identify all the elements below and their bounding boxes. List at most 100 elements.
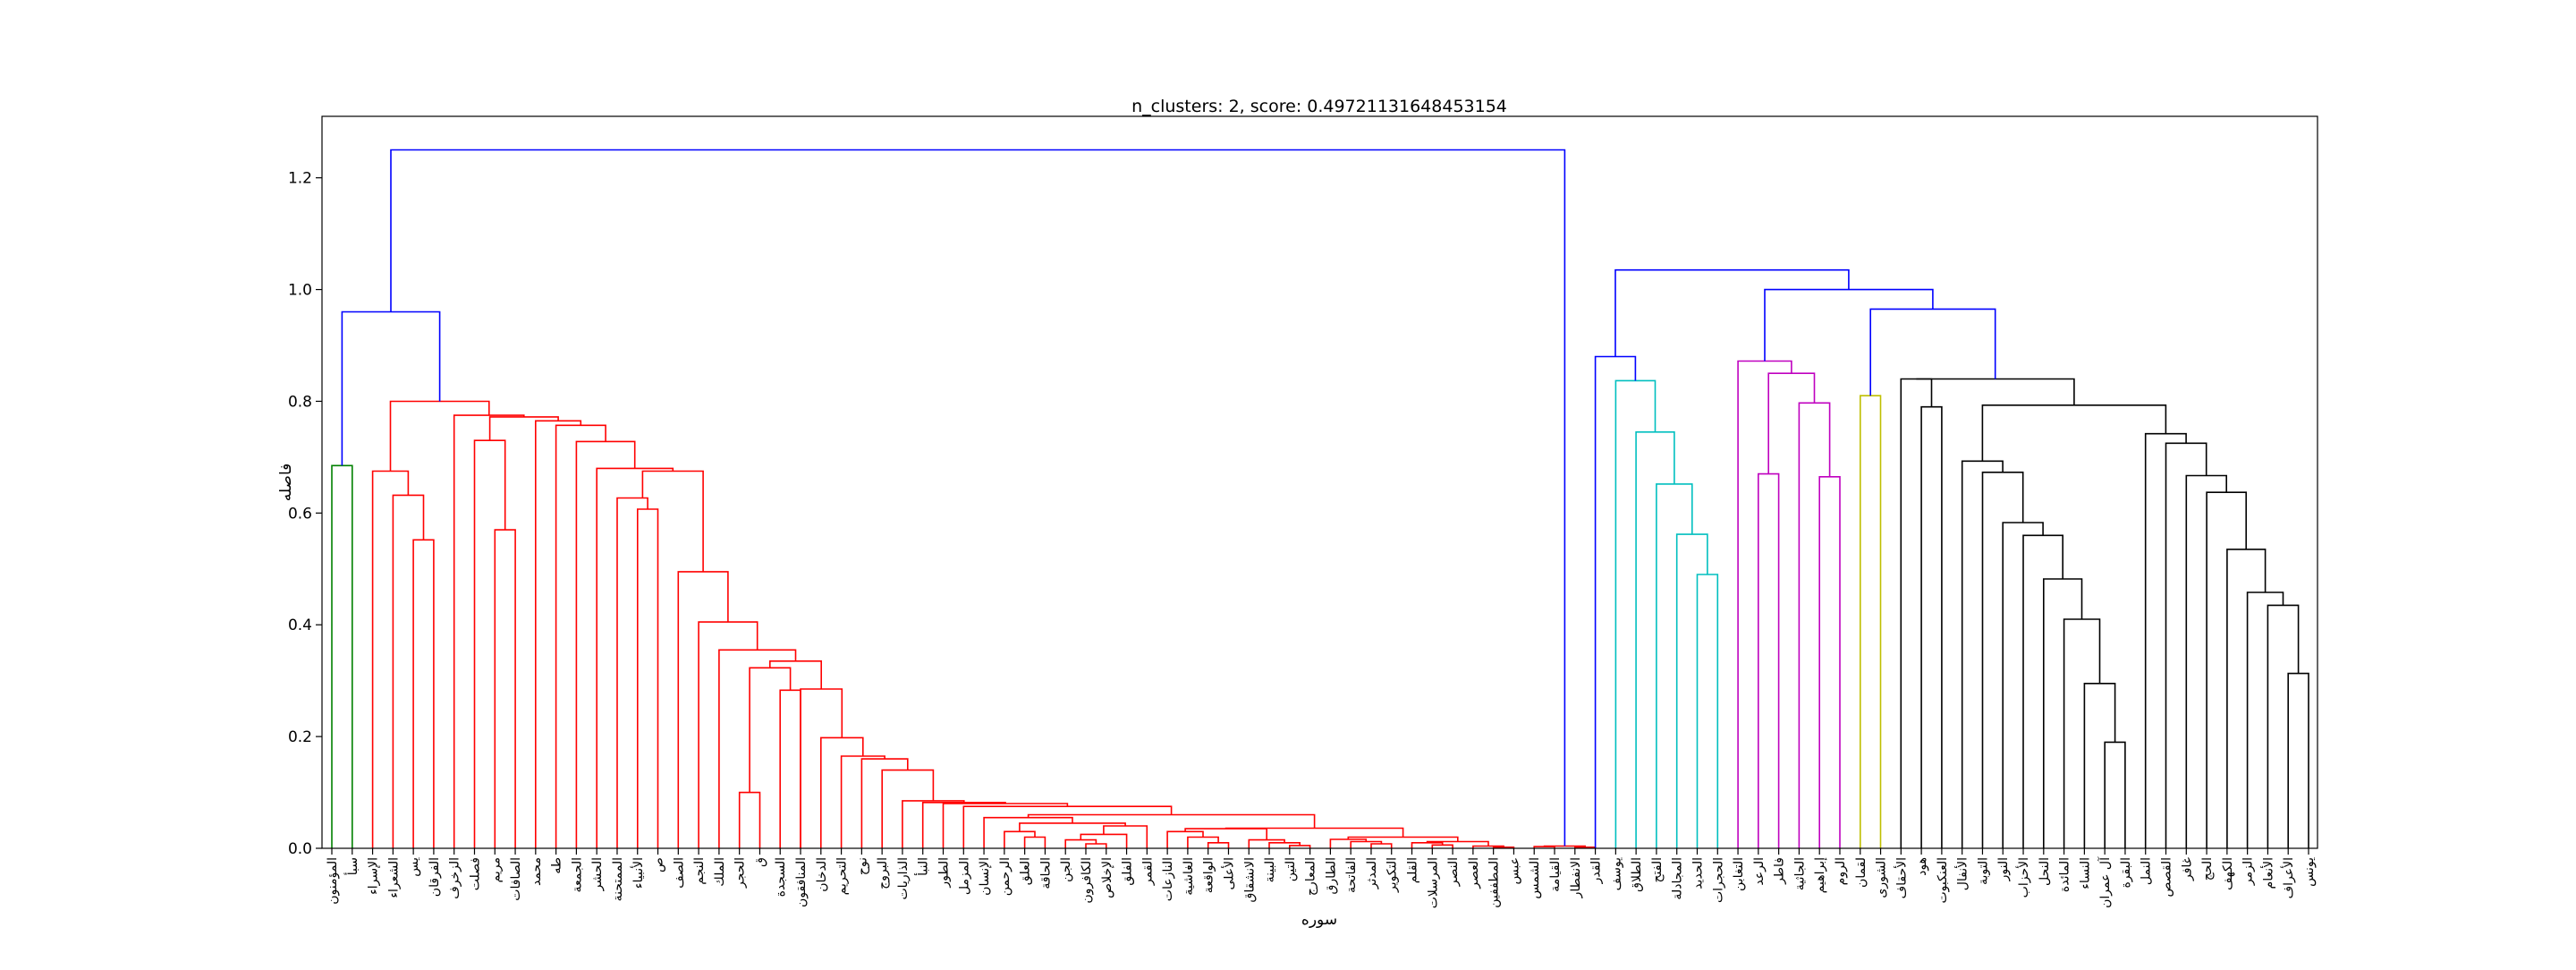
leaf-label: مريم — [488, 857, 503, 882]
dendrogram-link-93 — [1900, 378, 1933, 848]
dendrogram-link-6 — [616, 497, 648, 848]
leaf-label: الصافات — [509, 857, 523, 901]
leaf-label: الأنبياء — [630, 857, 646, 889]
dendrogram-link-51 — [575, 440, 636, 848]
leaf-label: لقمان — [1854, 857, 1868, 888]
leaf-label: الفتح — [1650, 857, 1665, 883]
leaf-label: المدثر — [1365, 857, 1379, 889]
dendrogram-link-8 — [779, 689, 801, 848]
leaf-label: التغابن — [1732, 857, 1746, 891]
leaf-label: الحج — [2200, 857, 2215, 881]
dendrogram-link-72 — [1767, 372, 1816, 474]
leaf-label: آل عمران — [2097, 856, 2113, 908]
leaf-label: التكوير — [1385, 857, 1400, 893]
leaf-label: النساء — [2078, 857, 2092, 889]
dendrogram-link-64 — [1675, 533, 1708, 848]
leaf-label: الروم — [1834, 857, 1848, 885]
dendrogram-link-23 — [1248, 838, 1285, 848]
leaf-label: الممتحنة — [611, 857, 625, 901]
leaf-label: الجاثية — [1792, 857, 1807, 890]
dendrogram-link-94 — [1916, 378, 2075, 405]
dendrogram-link-1 — [412, 539, 435, 848]
leaf-label: التوبة — [1977, 857, 1991, 885]
leaf-label: الأحقاف — [1893, 857, 1909, 898]
y-tick-label: 0.0 — [288, 840, 312, 858]
leaf-label: الصف — [672, 857, 686, 889]
dendrogram-link-95 — [1869, 308, 1996, 396]
leaf-label: القدر — [1589, 857, 1604, 884]
leaf-label: المعارج — [1304, 857, 1318, 896]
dendrogram-link-20 — [1166, 830, 1204, 848]
leaf-label: نوح — [855, 857, 869, 875]
leaf-label: الإخلاص — [1100, 857, 1114, 898]
dendrogram-link-52 — [555, 424, 606, 848]
dendrogram-link-12 — [1085, 843, 1107, 848]
leaf-label: التين — [1284, 857, 1298, 881]
dendrogram-link-50 — [596, 467, 674, 848]
leaf-label: القمر — [1140, 857, 1155, 886]
dendrogram-link-45 — [768, 659, 823, 689]
dendrogram-link-34 — [1224, 827, 1404, 838]
dendrogram-link-74 — [1860, 395, 1882, 848]
y-tick-label: 1.0 — [288, 282, 312, 300]
dendrogram-link-73 — [1737, 360, 1792, 848]
dendrogram-link-71 — [1798, 402, 1831, 848]
dendrogram-link-92 — [1920, 405, 1943, 848]
dendrogram-link-15 — [1103, 825, 1148, 848]
x-axis: المؤمنون سبأ الإسراء الشعراء يس الفرقان الزخرف… — [326, 848, 2317, 908]
leaf-label: البروج — [876, 857, 890, 889]
leaf-label: ص — [652, 857, 666, 872]
leaf-label: فصلت — [469, 857, 483, 890]
leaf-label: الانفطار — [1569, 857, 1583, 898]
leaf-label: الذاريات — [896, 857, 911, 900]
dendrogram-link-55 — [453, 414, 525, 848]
leaf-label: الفاتحة — [1344, 857, 1359, 893]
dendrogram-link-3 — [494, 529, 516, 848]
dendrogram-link-53 — [534, 420, 582, 848]
dendrogram-link-75 — [2104, 741, 2126, 848]
y-axis: 0.0 0.2 0.4 0.6 0.8 1.0 1.2 — [288, 170, 322, 858]
dendrogram-link-35 — [1027, 813, 1316, 829]
dendrogram-links — [331, 149, 2309, 848]
leaf-label: الإسراء — [367, 857, 381, 895]
chart-title: n_clusters: 2, score: 0.4972113164845315… — [1131, 97, 1507, 116]
leaf-label: البقرة — [2119, 857, 2133, 889]
dendrogram-link-84 — [2267, 604, 2300, 848]
leaf-label: الرحمن — [998, 857, 1013, 896]
leaf-label: يس — [407, 857, 421, 877]
leaf-label: النحل — [2038, 857, 2052, 886]
dendrogram-link-49 — [641, 470, 704, 572]
leaf-label: الحاقة — [1038, 857, 1053, 889]
leaf-label: الأحزاب — [2015, 857, 2031, 898]
dendrogram-link-47 — [698, 621, 758, 848]
dendrogram-link-70 — [1818, 475, 1841, 848]
dendrogram-link-77 — [2063, 618, 2101, 848]
dendrogram-link-63 — [1696, 574, 1719, 848]
leaf-label: النبأ — [914, 857, 931, 876]
leaf-label: النور — [1996, 857, 2011, 881]
leaf-label: إبراهيم — [1813, 857, 1827, 893]
dendrogram-link-65 — [1656, 483, 1693, 848]
dendrogram-link-9 — [749, 667, 792, 793]
dendrogram-link-18 — [1207, 841, 1230, 848]
dendrogram-link-76 — [2083, 682, 2116, 848]
leaf-label: النمل — [2140, 857, 2154, 885]
leaf-label: البينة — [1263, 857, 1277, 882]
dendrogram-link-10 — [1023, 836, 1046, 848]
leaf-label: المنافقون — [794, 857, 809, 907]
leaf-label: الإنسان — [978, 857, 992, 896]
leaf-label: الزخرف — [448, 857, 462, 899]
dendrogram-link-83 — [2287, 672, 2309, 848]
leaf-label: الفلق — [1121, 857, 1135, 886]
leaf-label: المطففين — [1487, 857, 1502, 908]
dendrogram-link-7 — [738, 791, 761, 848]
leaf-label: الحجرات — [1711, 857, 1725, 903]
leaf-label: القيامة — [1548, 857, 1563, 892]
leaf-label: الجمعة — [570, 857, 584, 893]
leaf-label: المرسلات — [1426, 857, 1440, 908]
leaf-label: المؤمنون — [326, 857, 340, 905]
leaf-label: الملك — [713, 857, 727, 887]
dendrogram-link-2 — [392, 494, 425, 848]
